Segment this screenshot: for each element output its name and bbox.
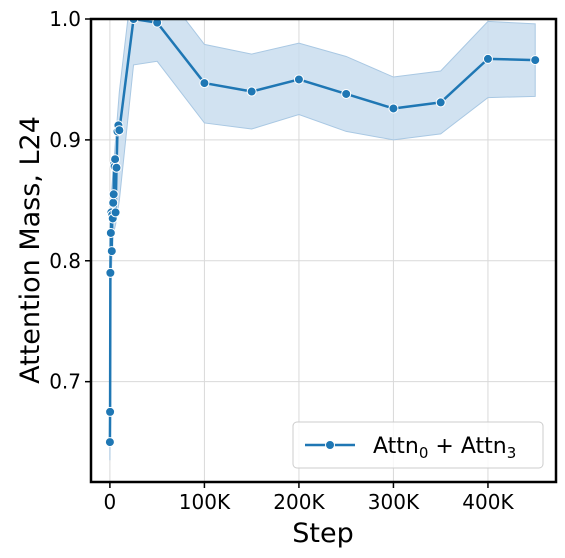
x-tick-label: 300K xyxy=(368,490,420,514)
data-point xyxy=(111,162,122,173)
legend-box xyxy=(292,421,544,469)
data-point xyxy=(108,189,119,200)
data-point xyxy=(108,197,119,208)
x-tick-label: 100K xyxy=(179,490,231,514)
data-point xyxy=(388,103,399,114)
data-point xyxy=(105,406,116,417)
data-point xyxy=(114,125,125,136)
data-point xyxy=(152,19,163,28)
data-point xyxy=(104,437,115,448)
legend-label-sub-0: 0 xyxy=(419,444,429,462)
data-point xyxy=(435,97,446,108)
data-point xyxy=(293,74,304,85)
data-point xyxy=(105,267,116,278)
data-point xyxy=(105,227,116,238)
plot-frame xyxy=(89,17,558,484)
data-point xyxy=(530,55,541,66)
data-point xyxy=(106,246,117,257)
x-tick-label: 0 xyxy=(104,490,117,514)
data-point xyxy=(482,53,493,64)
series-group xyxy=(104,19,541,448)
x-tick-label: 200K xyxy=(273,490,325,514)
confidence-band-group xyxy=(109,19,536,461)
data-point xyxy=(110,207,121,218)
data-point xyxy=(110,154,121,165)
data-point xyxy=(199,78,210,89)
x-axis-ticks: 0 100K 200K 300K 400K xyxy=(104,482,514,514)
legend-label-plus-attn: + Attn xyxy=(428,434,506,459)
data-point xyxy=(246,86,257,97)
legend-label-attn-0: Attn xyxy=(373,434,419,459)
data-point xyxy=(341,88,352,99)
y-tick-label: 0.7 xyxy=(49,370,81,394)
legend-label-sub-3: 3 xyxy=(507,444,517,462)
confidence-band xyxy=(109,19,536,461)
y-axis-ticks: 0.7 0.8 0.9 1.0 xyxy=(49,7,91,394)
y-tick-label: 0.8 xyxy=(49,249,81,273)
x-tick-label: 400K xyxy=(462,490,514,514)
x-axis-label: Step xyxy=(292,518,353,549)
y-axis-label: Attention Mass, L24 xyxy=(15,116,46,384)
y-tick-label: 0.9 xyxy=(49,128,81,152)
y-tick-label: 1.0 xyxy=(49,7,81,31)
legend: Attn0 + Attn3 xyxy=(292,421,544,469)
legend-marker-swatch xyxy=(325,440,335,450)
legend-series-label: Attn0 + Attn3 xyxy=(373,434,516,462)
